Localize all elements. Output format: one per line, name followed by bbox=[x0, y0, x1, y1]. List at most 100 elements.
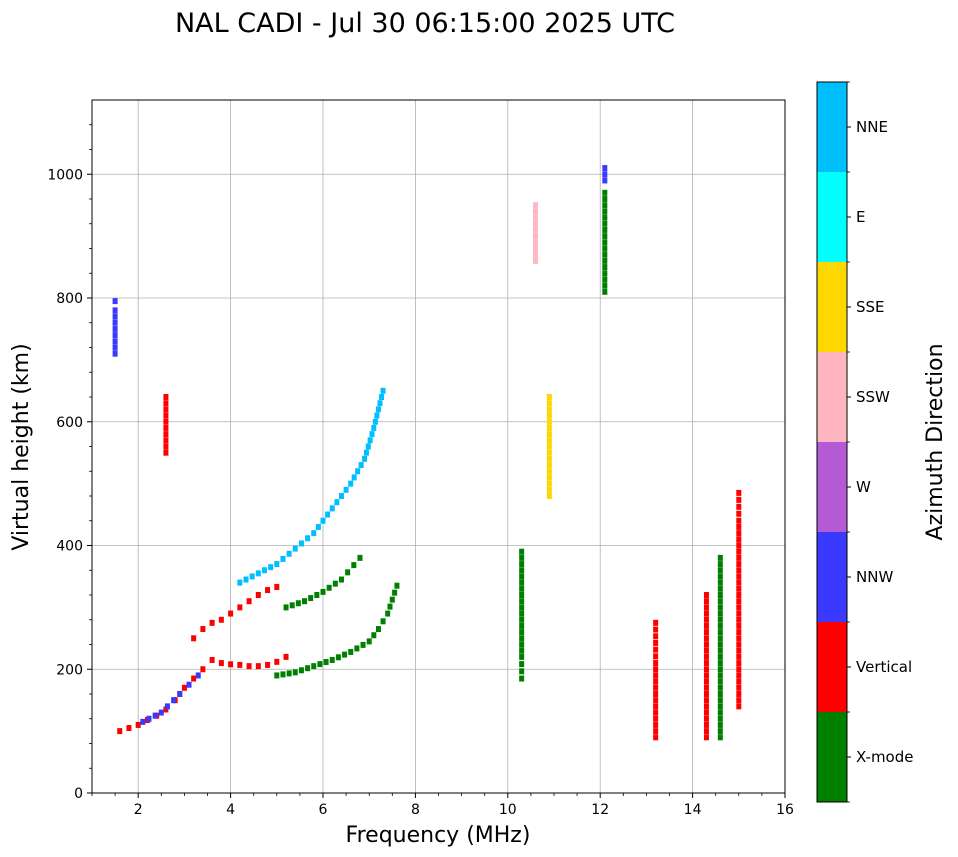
data-cell bbox=[163, 418, 169, 425]
data-cell bbox=[338, 493, 344, 499]
data-cell bbox=[602, 239, 608, 246]
data-cell bbox=[546, 486, 552, 493]
data-cell bbox=[717, 715, 723, 722]
data-cell bbox=[387, 603, 393, 610]
data-cell bbox=[717, 616, 723, 623]
data-point bbox=[265, 587, 271, 594]
data-point bbox=[126, 725, 132, 732]
data-cell bbox=[351, 562, 357, 569]
data-cell bbox=[519, 592, 525, 598]
data-cell bbox=[519, 616, 525, 623]
trace-column-13-2-mhz bbox=[653, 619, 659, 741]
data-cell bbox=[736, 684, 742, 691]
data-cell bbox=[112, 325, 118, 332]
data-point bbox=[602, 165, 608, 172]
trace-scatter-2-6-mhz bbox=[163, 394, 169, 456]
data-cell bbox=[717, 728, 723, 735]
data-point bbox=[703, 604, 709, 611]
data-cell bbox=[736, 554, 742, 561]
colorbar-segment bbox=[817, 262, 847, 352]
trace-column-10-9-mhz bbox=[546, 394, 552, 499]
data-cell bbox=[546, 400, 552, 407]
data-cell bbox=[519, 573, 525, 580]
data-cell bbox=[317, 661, 323, 668]
data-cell bbox=[602, 196, 608, 202]
data-cell bbox=[717, 641, 723, 648]
colorbar-segment bbox=[817, 352, 847, 442]
data-cell bbox=[653, 646, 659, 653]
colorbar-tick-label: Vertical bbox=[856, 658, 912, 676]
data-cell bbox=[533, 208, 539, 215]
data-point bbox=[653, 684, 659, 691]
x-tick-label: 10 bbox=[499, 802, 517, 818]
data-cell bbox=[280, 671, 286, 678]
data-cell bbox=[602, 282, 608, 289]
data-cell bbox=[736, 666, 742, 673]
data-cell bbox=[653, 639, 659, 646]
x-tick-label: 4 bbox=[226, 802, 235, 818]
data-point bbox=[117, 728, 123, 735]
data-cell bbox=[379, 394, 385, 400]
y-axis-label: Virtual height (km) bbox=[9, 343, 34, 550]
data-point bbox=[218, 616, 224, 623]
data-cell bbox=[602, 220, 608, 227]
data-cell bbox=[602, 245, 608, 252]
data-point bbox=[533, 202, 539, 209]
data-point bbox=[546, 443, 552, 450]
data-cell bbox=[736, 660, 742, 667]
chart-title: NAL CADI - Jul 30 06:15:00 2025 UTC bbox=[175, 8, 675, 39]
data-point bbox=[302, 598, 308, 605]
data-cell bbox=[112, 338, 118, 345]
data-point bbox=[246, 663, 252, 670]
data-point bbox=[265, 661, 271, 668]
data-cell bbox=[717, 604, 723, 611]
data-cell bbox=[546, 412, 552, 419]
data-cell bbox=[320, 517, 326, 524]
trace-column-12-1-mhz-top bbox=[602, 165, 608, 184]
x-tick-label: 2 bbox=[134, 802, 143, 818]
data-point bbox=[736, 517, 742, 524]
data-point bbox=[218, 660, 224, 667]
data-point bbox=[255, 592, 261, 598]
data-cell bbox=[345, 569, 351, 576]
data-cell bbox=[280, 555, 286, 562]
data-point bbox=[274, 561, 280, 568]
data-point bbox=[311, 530, 317, 537]
data-point bbox=[274, 658, 280, 665]
data-cell bbox=[602, 171, 608, 178]
data-cell bbox=[703, 715, 709, 722]
data-point bbox=[703, 629, 709, 636]
data-cell bbox=[736, 536, 742, 543]
data-cell bbox=[351, 474, 357, 481]
data-cell bbox=[736, 503, 742, 510]
trace-column-10-6-mhz bbox=[533, 202, 539, 264]
data-cell bbox=[736, 691, 742, 697]
data-cell bbox=[519, 585, 525, 592]
data-cell bbox=[546, 462, 552, 469]
data-cell bbox=[736, 647, 742, 654]
data-point bbox=[717, 666, 723, 673]
data-point bbox=[546, 493, 552, 499]
data-cell bbox=[533, 233, 539, 240]
y-tick-label: 1000 bbox=[47, 167, 83, 183]
colorbar-tick-label: NNW bbox=[856, 568, 893, 586]
trace-f2-x-mode bbox=[283, 554, 363, 611]
colorbar-label: Azimuth Direction bbox=[923, 343, 948, 540]
data-cell bbox=[146, 715, 152, 722]
grid-lines bbox=[92, 100, 785, 793]
colorbar-segment bbox=[817, 82, 847, 172]
data-cell bbox=[602, 226, 608, 233]
data-cell bbox=[703, 635, 709, 642]
y-axis-ticks: 0 200 400 600 800 1000 bbox=[47, 124, 92, 802]
data-cell bbox=[519, 567, 525, 574]
data-cell bbox=[736, 496, 742, 503]
data-point bbox=[717, 592, 723, 598]
data-cell bbox=[354, 645, 360, 652]
data-point bbox=[362, 455, 368, 462]
data-cell bbox=[717, 598, 723, 605]
data-cell bbox=[703, 721, 709, 728]
data-cell bbox=[653, 721, 659, 728]
data-cell bbox=[315, 523, 321, 530]
data-cell bbox=[533, 214, 539, 221]
x-axis-label: Frequency (MHz) bbox=[346, 823, 531, 848]
